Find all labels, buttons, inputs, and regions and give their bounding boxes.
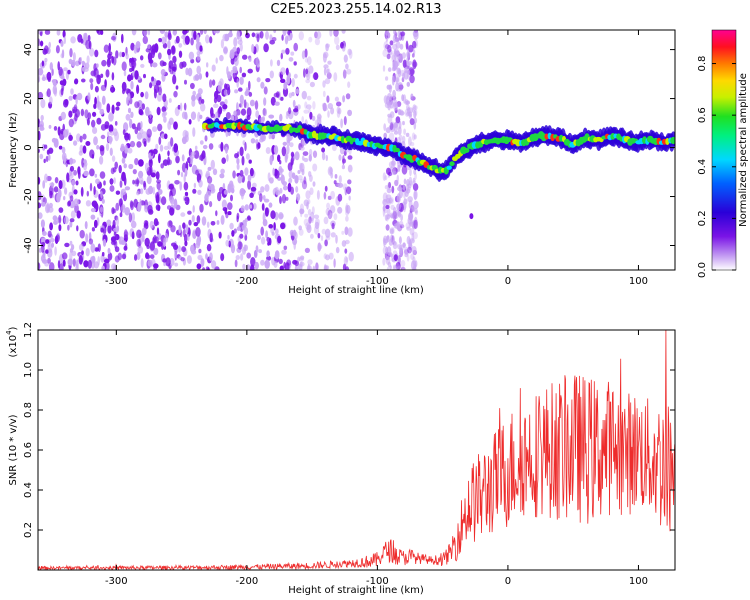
spectrogram-frame [37,29,676,271]
snr-x-tick-label: 0 [505,576,511,587]
colorbar-tick-label: 0.4 [697,159,708,175]
snr-y-axis-label: SNR (10 * v/v) [8,414,19,485]
snr-x-tick-label: -300 [105,576,128,587]
spectrogram-noise [38,30,419,270]
snr-x-tick-label: -200 [236,576,259,587]
spectrogram-y-ticks: -40 -20 0 20 40 [23,43,675,254]
snr-series-line [38,330,675,570]
colorbar: 0.0 0.2 0.4 0.6 0.8 Normalized spectral ampl… [697,29,749,278]
colorbar-ticks: 0.0 0.2 0.4 0.6 0.8 [697,56,736,278]
spectrogram-y-tick-label: -20 [23,188,34,204]
colorbar-gradient [711,29,737,271]
snr-y-scale-exponent: 4 [5,330,13,335]
svg-text:(x104): (x104) [5,326,19,357]
chart-title: C2E5.2023.255.14.02.R13 [270,2,442,17]
spectrogram-y-tick-label: 20 [23,92,34,105]
spectrogram-heatmap [38,30,675,270]
snr-y-scale-close: ) [8,326,19,330]
spectrogram-ridge [201,117,675,220]
spectrogram-x-axis-label: Height of straight line (km) [288,285,424,296]
snr-y-scale-prefix: (x10 [8,335,19,358]
spectrogram-y-axis-label: Frequency (Hz) [8,112,19,188]
spectrogram-x-ticks: -300 -200 -100 0 100 [105,30,648,287]
spectrogram-x-tick-label: -300 [105,276,128,287]
colorbar-tick-label: 0.8 [697,56,708,72]
snr-y-tick-label: 0.2 [23,522,34,538]
snr-plot-area [38,330,675,570]
spectrogram-y-tick-label: 0 [23,144,34,150]
snr-y-tick-label: 0.6 [23,442,34,458]
colorbar-tick-label: 0.0 [697,262,708,278]
snr-y-tick-label: 1.2 [23,322,34,338]
snr-y-tick-label: 1.0 [23,362,34,378]
snr-panel: -300 -200 -100 0 100 0.2 0.4 0.6 0.8 1.0 1.2 Heig… [5,322,676,596]
snr-x-tick-label: -100 [366,576,389,587]
spectrogram-x-tick-label: -100 [366,276,389,287]
snr-y-tick-label: 0.8 [23,402,34,418]
snr-x-tick-label: 100 [629,576,648,587]
colorbar-label: Normalized spectral amplitude [738,73,749,227]
colorbar-tick-label: 0.6 [697,107,708,123]
colorbar-tick-label: 0.2 [697,210,708,226]
snr-y-scale-note: (x104) [5,326,19,357]
spectrogram-x-tick-label: 0 [505,276,511,287]
spectrogram-y-tick-label: -40 [23,237,34,253]
snr-x-axis-label: Height of straight line (km) [288,585,424,596]
snr-y-ticks: 0.2 0.4 0.6 0.8 1.0 1.2 [23,322,675,538]
spectrogram-x-tick-label: 100 [629,276,648,287]
spectrogram-x-tick-label: -200 [236,276,259,287]
snr-y-tick-label: 0.4 [23,482,34,498]
spectrogram-y-tick-label: 40 [23,43,34,56]
snr-x-ticks: -300 -200 -100 0 100 [105,330,648,587]
